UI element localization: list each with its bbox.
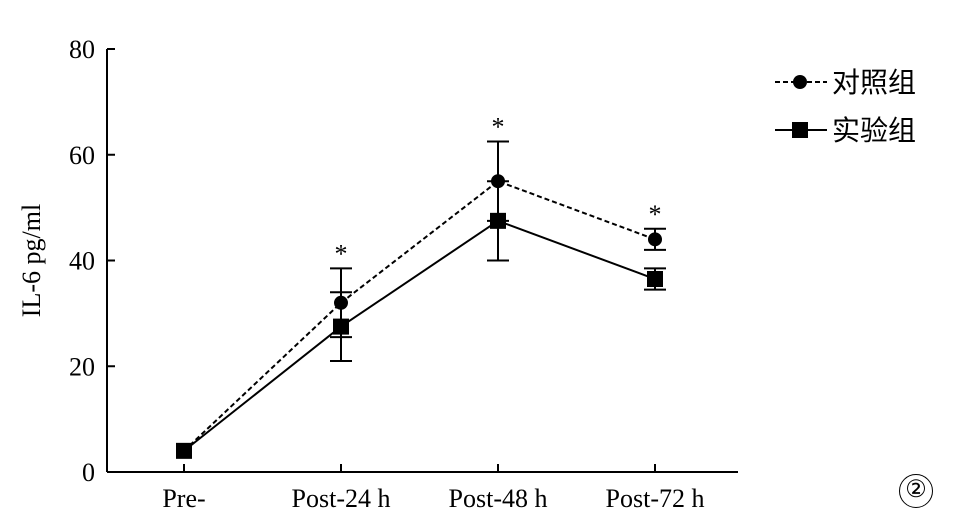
- x-tick-label: Post-48 h: [449, 484, 548, 513]
- x-tick-label: Post-24 h: [292, 484, 391, 513]
- legend-label-experimental: 实验组: [832, 115, 916, 147]
- significance-marker: *: [492, 113, 505, 142]
- y-tick-label: 20: [69, 352, 95, 381]
- experimental-series-line: [183, 219, 656, 452]
- axes: 0 20 40 60 80 Pre- Post-24 h Post-48 h Post-72 h…: [17, 35, 738, 513]
- y-tick-label: 60: [69, 141, 95, 170]
- control-series-point: [491, 174, 505, 189]
- control-series-point: [334, 295, 348, 310]
- legend-marker-control: [793, 75, 807, 89]
- y-axis-label: IL-6 pg/ml: [17, 204, 46, 317]
- y-tick-label: 0: [82, 458, 95, 487]
- control-series-point: [648, 232, 662, 247]
- y-tick-label: 40: [69, 247, 95, 276]
- legend-label-control: 对照组: [832, 67, 916, 99]
- experimental-series-point: [176, 442, 192, 459]
- series-layer: [176, 140, 666, 459]
- legend-marker-experimental: [792, 122, 808, 138]
- x-tick-label: Post-72 h: [606, 484, 705, 513]
- significance-marker: *: [335, 239, 348, 268]
- significance-marker: *: [649, 200, 662, 229]
- x-tick-label: Pre-: [162, 484, 205, 513]
- experimental-series-point: [647, 271, 663, 288]
- control-series-line: [183, 180, 656, 452]
- y-tick-label: 80: [69, 35, 95, 64]
- figure-number-label: ②: [899, 474, 933, 508]
- experimental-series-point: [490, 212, 506, 229]
- annotation-layer: * * *: [335, 113, 662, 269]
- experimental-series-point: [333, 318, 349, 335]
